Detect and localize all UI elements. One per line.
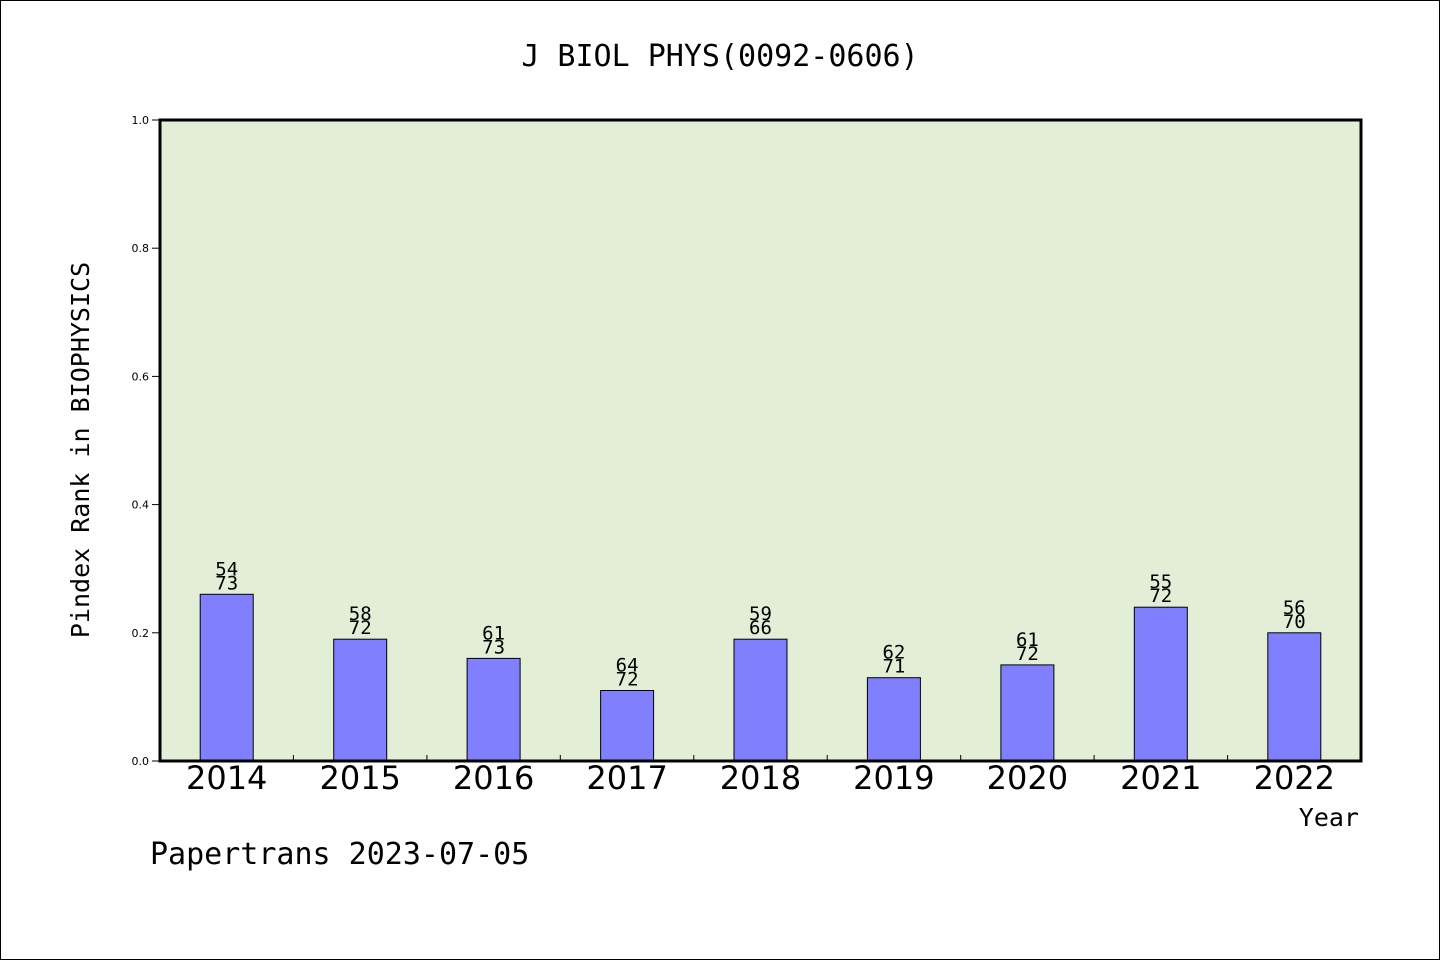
data-label-total-2016: 73 xyxy=(482,636,505,658)
chart-title: J BIOL PHYS(0092-0606) xyxy=(521,39,918,74)
x-axis-label: Year xyxy=(1299,803,1359,832)
bar-2015 xyxy=(333,638,388,762)
data-label-total-2019: 71 xyxy=(882,656,905,678)
data-label-total-2014: 73 xyxy=(215,572,238,594)
y-tick-label-0.6: 0.6 xyxy=(132,370,150,383)
x-tick-label-2022: 2022 xyxy=(1254,759,1335,797)
data-label-rank-2019: 62 xyxy=(882,642,905,664)
bar-2020 xyxy=(1000,664,1055,762)
data-label-total-2017: 72 xyxy=(616,669,639,691)
data-label-total-2015: 72 xyxy=(349,617,372,639)
data-label-total-2018: 66 xyxy=(749,617,772,639)
x-tick-label-2021: 2021 xyxy=(1120,759,1201,797)
data-label-rank-2015: 58 xyxy=(349,603,372,625)
data-label-rank-2018: 59 xyxy=(749,603,772,625)
y-tick-label-0.2: 0.2 xyxy=(132,627,150,640)
x-tick-label-2015: 2015 xyxy=(319,759,400,797)
data-label-total-2020: 72 xyxy=(1016,643,1039,665)
x-tick-label-2017: 2017 xyxy=(586,759,667,797)
bar-2016 xyxy=(466,657,521,762)
bar-2018 xyxy=(733,638,788,762)
bar-2019 xyxy=(866,677,921,762)
x-tick-label-2016: 2016 xyxy=(453,759,534,797)
footer-text: Papertrans 2023-07-05 xyxy=(150,837,529,872)
x-tick-label-2020: 2020 xyxy=(987,759,1068,797)
data-label-rank-2014: 54 xyxy=(215,558,238,580)
y-tick-label-1.0: 1.0 xyxy=(132,114,150,127)
x-tick-label-2014: 2014 xyxy=(186,759,267,797)
data-label-rank-2017: 64 xyxy=(616,655,639,677)
x-tick-label-2019: 2019 xyxy=(853,759,934,797)
data-label-rank-2020: 61 xyxy=(1016,629,1039,651)
y-tick-label-0.4: 0.4 xyxy=(132,499,150,512)
y-ticks-layer: 0.0 0.2 0.4 0.6 0.8 1.0 xyxy=(132,114,160,768)
bar-2022 xyxy=(1267,632,1322,762)
y-tick-label-0.0: 0.0 xyxy=(132,755,150,768)
data-label-total-2022: 70 xyxy=(1283,611,1306,633)
data-label-rank-2016: 61 xyxy=(482,622,505,644)
data-label-total-2021: 72 xyxy=(1149,585,1172,607)
x-tick-label-2018: 2018 xyxy=(720,759,801,797)
bar-2021 xyxy=(1133,606,1188,762)
plot-frame xyxy=(158,118,1363,763)
y-axis-label: Pindex Rank in BIOPHYSICS xyxy=(66,262,95,638)
y-tick-label-0.8: 0.8 xyxy=(132,242,150,255)
x-ticks-layer: 2014 2015 2016 2017 2018 2019 2020 2021 2022 xyxy=(186,755,1335,797)
bar-2014 xyxy=(199,593,254,762)
bars-layer xyxy=(199,593,1322,762)
data-label-rank-2021: 55 xyxy=(1149,571,1172,593)
bar-2017 xyxy=(600,690,655,762)
data-label-rank-2022: 56 xyxy=(1283,597,1306,619)
